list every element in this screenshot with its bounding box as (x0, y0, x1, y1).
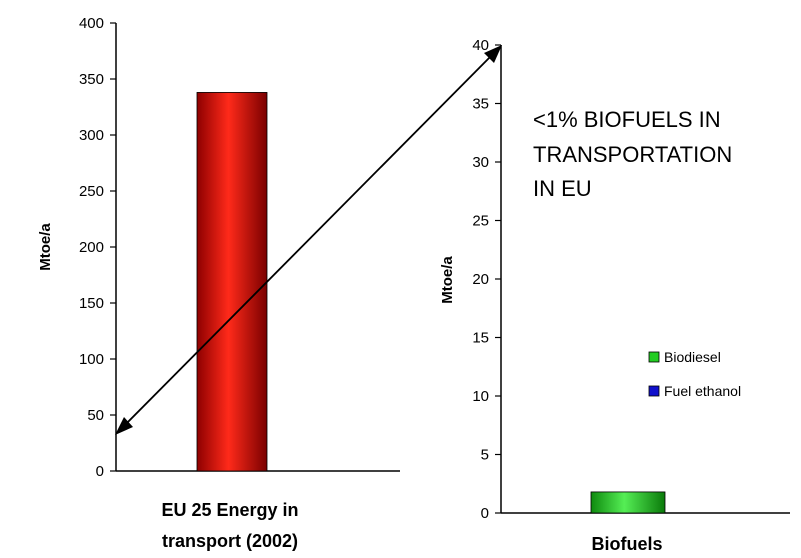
annotation: <1% BIOFUELS IN TRANSPORTATION IN EU (533, 107, 732, 201)
right-category-label: Biofuels (591, 534, 662, 554)
left-tick-label-50: 50 (87, 407, 104, 424)
annotation-line3: IN EU (533, 176, 592, 201)
legend-label-biodiesel: Biodiesel (664, 349, 721, 365)
right-y-axis-label: Mtoe/a (439, 256, 456, 304)
legend-swatch-biodiesel (648, 351, 660, 363)
arrow-shaft (121, 51, 496, 429)
left-y-axis-label: Mtoe/a (37, 223, 54, 271)
left-tick-label-400: 400 (79, 15, 104, 32)
right-tick-label-20: 20 (472, 271, 489, 288)
right-tick-label-30: 30 (472, 154, 489, 171)
left-tick-label-100: 100 (79, 351, 104, 368)
right-tick-label-0: 0 (481, 505, 489, 522)
left-tick-label-150: 150 (79, 295, 104, 312)
legend: Biodiesel Fuel ethanol (648, 349, 741, 399)
left-category-label-line1: EU 25 Energy in (161, 500, 298, 520)
right-tick-label-40: 40 (472, 37, 489, 54)
legend-label-fuel-ethanol: Fuel ethanol (664, 383, 741, 399)
left-chart: 0 50 100 150 200 250 300 350 400 Mtoe/a EU 25 En… (37, 15, 400, 551)
left-tick-label-200: 200 (79, 239, 104, 256)
annotation-line1: <1% BIOFUELS IN (533, 107, 721, 132)
left-tick-label-250: 250 (79, 183, 104, 200)
left-tick-label-300: 300 (79, 127, 104, 144)
bar-biodiesel (590, 491, 666, 514)
arrow-head-bottom (115, 417, 133, 435)
right-tick-label-5: 5 (481, 447, 489, 464)
left-y-ticks: 0 50 100 150 200 250 300 350 400 (79, 15, 116, 480)
right-tick-label-35: 35 (472, 96, 489, 113)
right-y-ticks: 0 5 10 15 20 25 30 35 40 (472, 37, 501, 522)
left-tick-label-350: 350 (79, 71, 104, 88)
double-arrow (115, 45, 502, 435)
right-tick-label-25: 25 (472, 213, 489, 230)
left-tick-label-0: 0 (96, 463, 104, 480)
left-category-label-line2: transport (2002) (162, 531, 298, 551)
right-tick-label-15: 15 (472, 330, 489, 347)
right-tick-label-10: 10 (472, 388, 489, 405)
annotation-line2: TRANSPORTATION (533, 142, 732, 167)
bar-eu25-energy-transport (196, 92, 268, 472)
arrow-head-top (484, 45, 502, 63)
legend-swatch-fuel-ethanol (648, 385, 660, 397)
right-chart: 0 5 10 15 20 25 30 35 40 Mtoe/a Biofuels Biodies… (439, 37, 790, 554)
